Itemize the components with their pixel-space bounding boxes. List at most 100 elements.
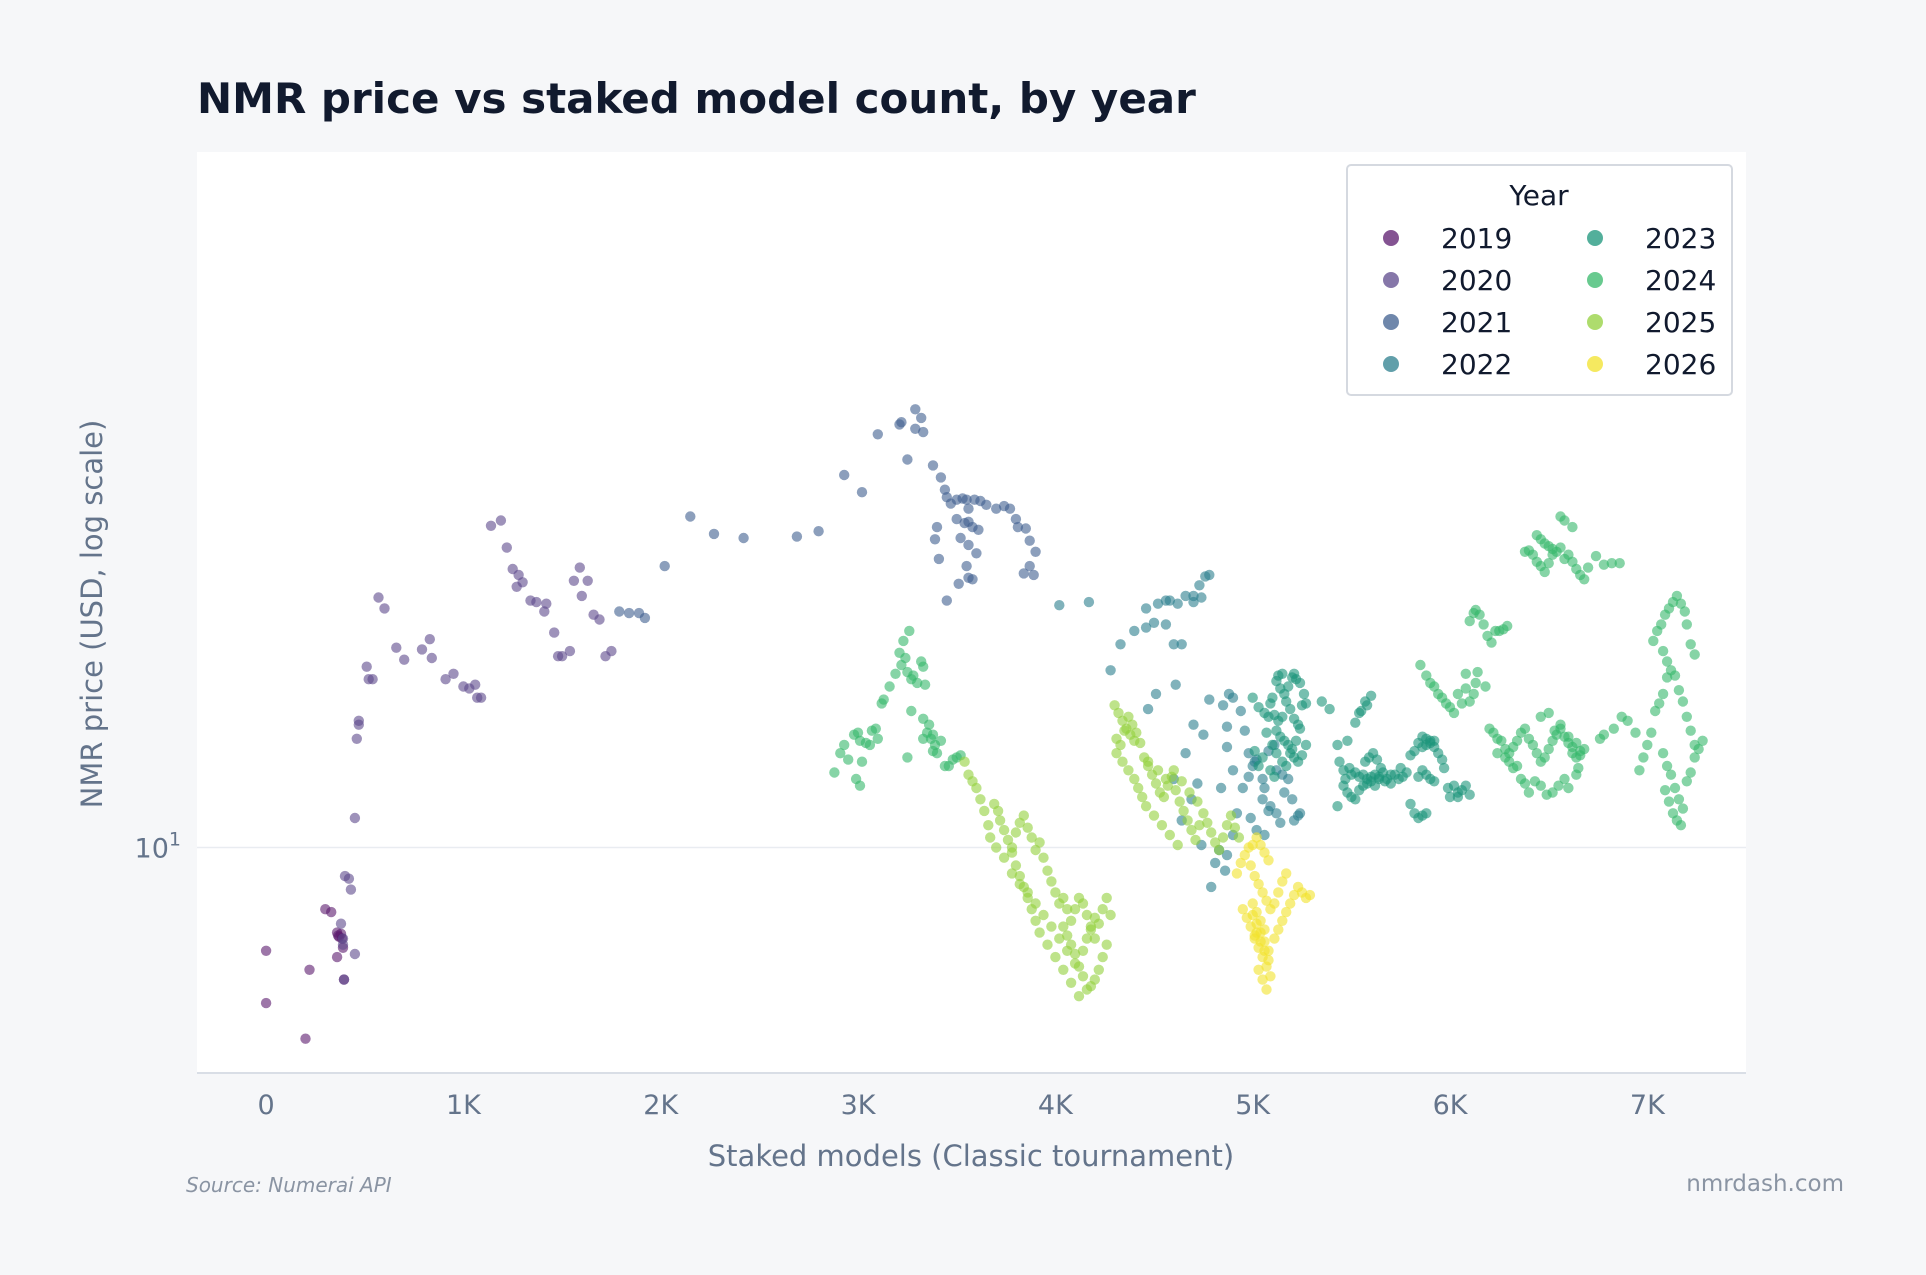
data-point-2025 — [1137, 791, 1148, 803]
data-point-2022 — [1083, 596, 1095, 608]
footer-brand: nmrdash.com — [1686, 1171, 1844, 1197]
data-point-2022 — [1265, 801, 1276, 812]
data-point-2023 — [1350, 794, 1361, 805]
data-point-2025 — [1042, 865, 1053, 876]
data-point-2021 — [902, 454, 913, 465]
data-point-2025 — [1014, 870, 1025, 882]
data-point-2022 — [1140, 622, 1152, 633]
data-point-2021 — [856, 487, 868, 498]
data-point-2021 — [961, 560, 972, 572]
data-point-2024 — [1642, 739, 1653, 751]
data-point-2025 — [1176, 776, 1187, 787]
data-point-2024 — [1480, 681, 1491, 692]
data-point-2024 — [843, 754, 854, 765]
y-tick-exponent: 1 — [169, 828, 181, 850]
data-point-2026 — [1277, 876, 1288, 887]
data-point-2024 — [925, 733, 937, 744]
data-point-2025 — [1123, 765, 1134, 776]
data-point-2023 — [1334, 756, 1345, 767]
data-point-2019 — [331, 951, 343, 963]
data-point-2025 — [1050, 951, 1061, 963]
data-point-2026 — [1259, 847, 1270, 858]
data-point-2025 — [1058, 921, 1069, 932]
data-point-2024 — [1606, 558, 1618, 569]
legend-marker-2023 — [1587, 230, 1603, 246]
data-point-2023 — [1290, 735, 1302, 746]
data-point-2024 — [1673, 794, 1685, 805]
data-point-2025 — [1206, 827, 1217, 838]
y-tick-label: 101 — [135, 828, 181, 864]
data-point-2023 — [1385, 778, 1397, 789]
data-point-2026 — [1273, 887, 1284, 898]
data-point-2024 — [918, 661, 929, 672]
data-point-2025 — [1172, 839, 1183, 851]
data-point-2021 — [959, 517, 970, 529]
data-point-2021 — [935, 472, 947, 483]
data-point-2024 — [1486, 637, 1497, 648]
data-point-2024 — [1661, 656, 1673, 667]
data-point-2020 — [568, 575, 580, 586]
data-point-2020 — [361, 661, 372, 672]
data-point-2025 — [1127, 719, 1138, 730]
data-point-2024 — [1657, 688, 1669, 700]
data-point-2022 — [1257, 773, 1268, 785]
data-point-2020 — [574, 562, 585, 573]
data-point-2026 — [1259, 945, 1270, 956]
data-point-2021 — [963, 503, 974, 514]
data-point-2020 — [485, 520, 497, 531]
data-point-2026 — [1241, 912, 1253, 923]
data-point-2025 — [1182, 815, 1193, 826]
data-point-2023 — [1444, 791, 1456, 803]
data-point-2026 — [1285, 898, 1296, 909]
data-point-2025 — [1062, 904, 1073, 915]
data-point-2021 — [951, 513, 962, 525]
data-point-2022 — [1192, 778, 1203, 789]
data-point-2021 — [1004, 503, 1016, 514]
data-point-2025 — [1194, 820, 1205, 831]
data-point-2022 — [1115, 639, 1126, 650]
legend-marker-2022 — [1383, 356, 1399, 372]
data-point-2021 — [1010, 513, 1022, 525]
data-point-2024 — [1448, 707, 1460, 719]
data-point-2021 — [955, 532, 966, 544]
data-point-2022 — [1150, 688, 1162, 700]
data-point-2020 — [373, 592, 384, 603]
data-point-2026 — [1261, 895, 1272, 906]
data-point-2022 — [1279, 787, 1290, 798]
data-point-2025 — [971, 782, 982, 794]
data-point-2024 — [1582, 562, 1594, 573]
data-point-2022 — [1221, 741, 1233, 753]
data-point-2025 — [1054, 933, 1065, 944]
data-point-2020 — [343, 873, 355, 884]
data-point-2023 — [1271, 748, 1282, 759]
data-point-2025 — [1152, 765, 1164, 776]
data-point-2026 — [1263, 855, 1274, 866]
data-point-2020 — [351, 733, 362, 744]
legend-label-2020: 2020 — [1441, 264, 1512, 297]
data-point-2026 — [1288, 889, 1300, 901]
data-point-2022 — [1148, 617, 1160, 628]
data-point-2024 — [1579, 743, 1590, 755]
data-point-2025 — [1142, 756, 1154, 767]
data-point-2024 — [1559, 515, 1570, 526]
data-point-2021 — [910, 423, 921, 434]
data-point-2026 — [1255, 915, 1266, 926]
data-point-2025 — [1046, 921, 1057, 932]
data-point-2024 — [1415, 659, 1426, 671]
data-point-2025 — [1190, 834, 1201, 846]
data-point-2021 — [916, 412, 927, 424]
data-point-2026 — [1237, 904, 1249, 915]
data-point-2024 — [1693, 743, 1704, 755]
data-point-2026 — [1245, 921, 1256, 932]
data-point-2020 — [470, 679, 481, 690]
data-point-2024 — [1661, 760, 1673, 772]
x-tick-label: 3K — [841, 1090, 877, 1121]
data-point-2023 — [1332, 739, 1343, 751]
data-points — [260, 404, 1708, 1044]
data-point-2024 — [835, 748, 846, 759]
data-point-2025 — [1093, 964, 1105, 975]
data-point-2025 — [1119, 725, 1130, 736]
data-point-2025 — [975, 794, 986, 805]
data-point-2025 — [1010, 860, 1022, 871]
data-point-2021 — [708, 528, 720, 540]
